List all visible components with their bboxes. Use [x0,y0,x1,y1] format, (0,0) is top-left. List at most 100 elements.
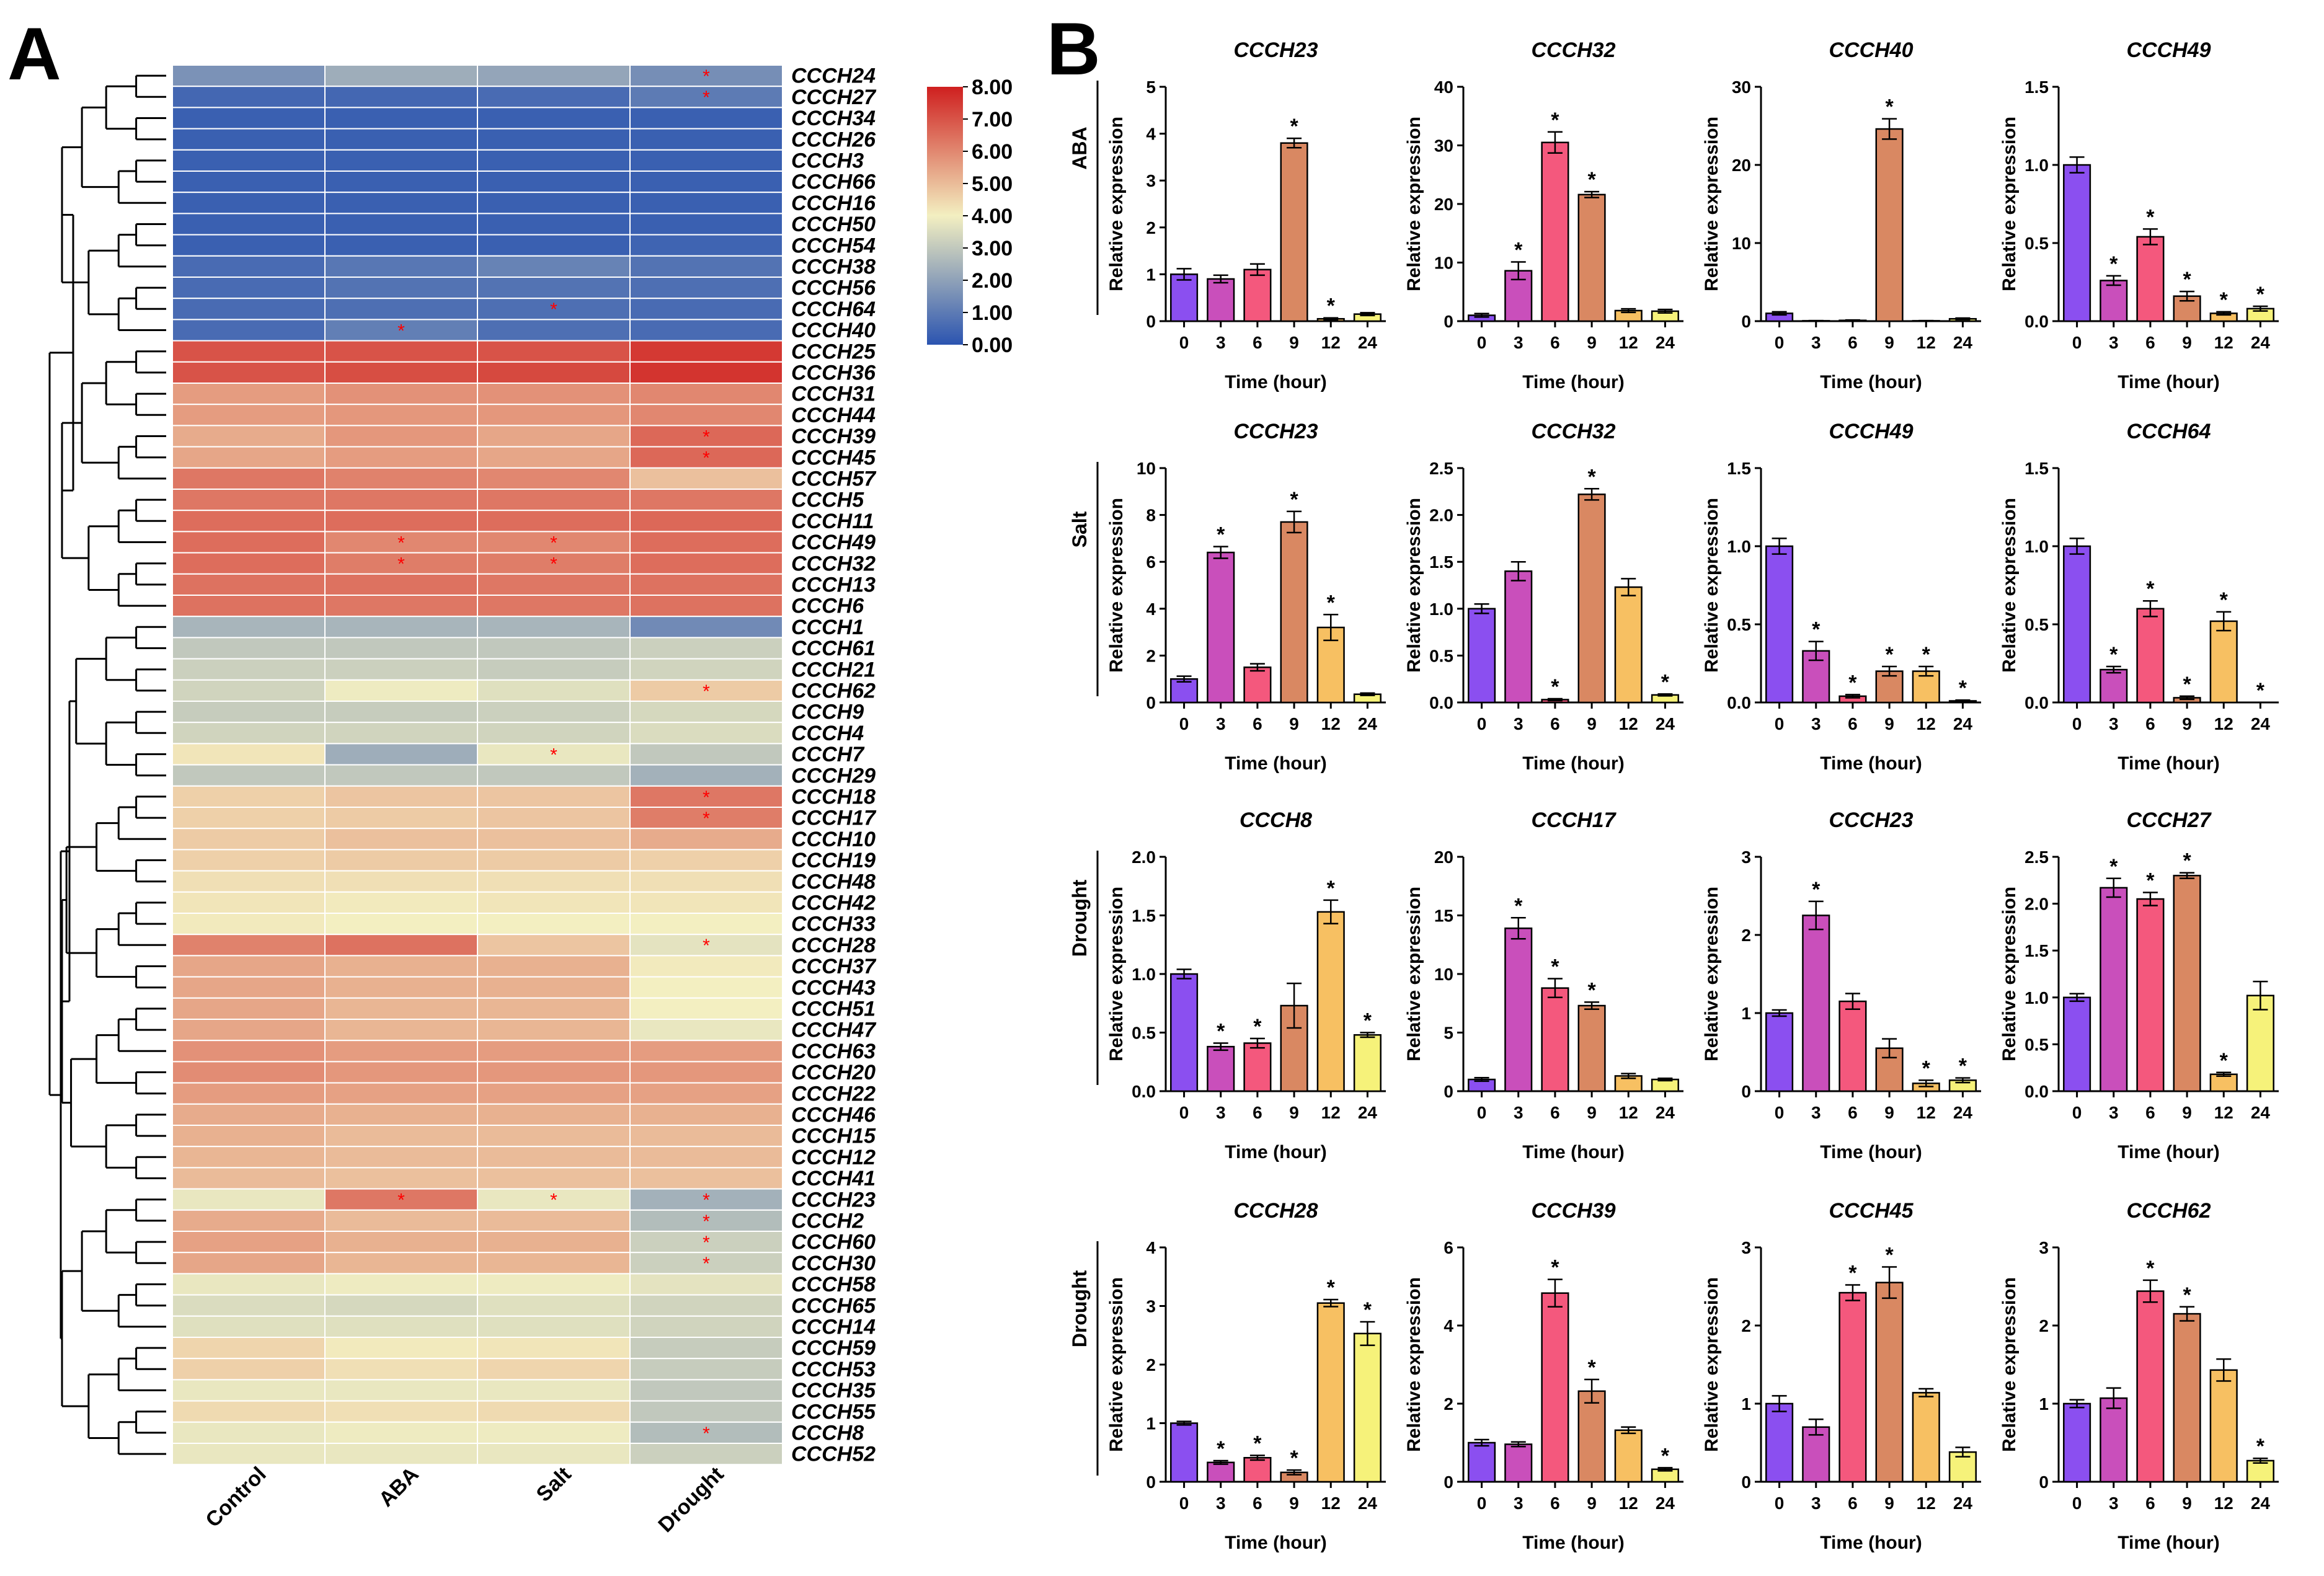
heatmap-cell [172,1209,326,1233]
heatmap-cell [477,1103,631,1127]
bar [1802,914,1830,1092]
gene-label: CCCH5 [791,489,864,512]
gene-label: CCCH15 [791,1125,876,1148]
y-tick-label: 1.5 [2025,77,2049,97]
bar-chart-title: CCCH23 [1233,420,1318,443]
heatmap-cell [477,1294,631,1317]
gene-label: CCCH53 [791,1358,876,1381]
heatmap-cell [477,170,631,193]
gene-label: CCCH9 [791,701,864,724]
heatmap-cell [477,1315,631,1339]
heatmap-cell [172,828,326,851]
y-tick-label: 6 [1444,1238,1453,1257]
significance-star: * [550,554,557,575]
x-tick-label: 24 [2251,333,2271,352]
heatmap-cell [324,679,478,702]
x-axis-label: Time (hour) [1225,372,1326,392]
y-tick-label: 1 [1146,265,1156,284]
heatmap-column-label: Drought [654,1463,728,1537]
heatmap-cell [172,658,326,681]
heatmap-cell [324,446,478,469]
heatmap-cell [324,870,478,893]
y-tick-label: 1 [1146,1414,1156,1433]
bar [1912,1392,1940,1483]
colorbar-tick-label: 4.00 [972,205,1013,228]
heatmap-cell [324,1040,478,1063]
heatmap-cell [324,785,478,808]
x-tick-label: 9 [1587,714,1597,733]
heatmap-cell [324,849,478,872]
bar [2100,887,2128,1092]
y-tick-label: 0 [1741,1472,1751,1492]
x-tick-label: 9 [1884,1494,1894,1513]
significance-star: * [1661,1444,1670,1468]
bar [1875,1282,1904,1483]
significance-star: * [2109,855,2118,879]
heatmap-cell [172,446,326,469]
bar [2173,874,2201,1092]
x-tick-label: 3 [2109,1103,2119,1122]
bar [1243,666,1272,704]
heatmap-cell [172,1273,326,1296]
heatmap-cell [324,192,478,215]
y-axis-label: Relative expression [1404,1277,1424,1452]
heatmap-cell [477,913,631,936]
gene-label: CCCH4 [791,722,864,745]
x-tick-label: 9 [1587,333,1597,352]
significance-star: * [1848,671,1857,694]
y-tick-label: 2 [1444,1394,1453,1414]
heatmap-cell [324,255,478,278]
significance-star: * [1848,1261,1857,1285]
bar-chart-title: CCCH45 [1829,1199,1914,1223]
significance-star: * [2146,205,2155,229]
heatmap-cell [324,1103,478,1127]
heatmap-cell [324,107,478,130]
y-tick-label: 0 [2039,1472,2049,1492]
heatmap-cell [477,1252,631,1275]
heatmap-cell [324,1167,478,1190]
y-axis-label: Relative expression [1404,887,1424,1061]
x-tick-label: 3 [2109,714,2119,733]
heatmap-cell [629,616,783,639]
x-tick-label: 3 [2109,1494,2119,1513]
row-treatment-label: Drought [1068,1270,1091,1347]
colorbar-gradient [927,87,963,345]
significance-star: * [1364,1298,1372,1322]
gene-label: CCCH41 [791,1167,876,1190]
heatmap-cell [629,510,783,533]
heatmap-cell [324,637,478,660]
heatmap-cell [324,573,478,596]
heatmap-cell [629,764,783,787]
x-tick-label: 3 [1216,333,1226,352]
heatmap-cell [629,404,783,427]
x-tick-label: 9 [1587,1103,1597,1122]
gene-label: CCCH28 [791,934,876,957]
y-tick-label: 1.0 [1727,537,1751,556]
heatmap-cell [629,1231,783,1254]
heatmap-cell [324,658,478,681]
x-tick-label: 9 [2182,1494,2192,1513]
y-axis-label: Relative expression [1701,117,1722,291]
heatmap-cell [172,213,326,236]
y-tick-label: 5 [1444,1024,1453,1043]
heatmap-cell [172,1337,326,1360]
significance-star: * [550,299,557,320]
heatmap-cell [629,319,783,342]
dendrogram [48,74,166,1455]
x-tick-label: 12 [2214,714,2233,733]
heatmap-cell [172,128,326,151]
x-tick-label: 6 [1848,1494,1858,1513]
bar-chart-title: CCCH32 [1531,420,1615,443]
heatmap-cell [172,149,326,172]
x-tick-label: 24 [1358,1494,1378,1513]
heatmap-cell [172,319,326,342]
gene-label: CCCH8 [791,1422,864,1445]
x-tick-label: 9 [2182,1103,2192,1122]
heatmap-cell [629,1273,783,1296]
heatmap-cell [172,1231,326,1254]
bar-chart-title: CCCH28 [1233,1199,1318,1223]
bar-chart-ccch64: CCCH64 0.0 0.5 1.0 1.5 Relative expression 0 3 *… [1999,420,2279,774]
